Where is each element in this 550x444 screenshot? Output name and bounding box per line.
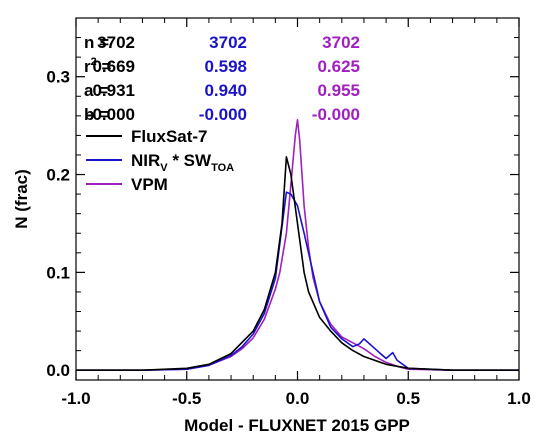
stat-value: 0.598 [204, 57, 247, 76]
stat-value: 0.669 [92, 57, 135, 76]
axis-ticks: -1.0 -0.5 0.0 0.5 1.0 0.0 0.1 0.2 0.3 [46, 18, 531, 408]
stat-value: -0.000 [312, 105, 360, 124]
series-line-3 [76, 156, 519, 372]
y-tick-label: 0.1 [46, 263, 70, 282]
stat-value: 0.940 [204, 81, 247, 100]
y-axis-title: N (frac) [12, 169, 31, 229]
y-tick-label: 0.0 [46, 361, 70, 380]
legend-label: NIRV * SWTOA [131, 151, 234, 174]
x-tick-label: 1.0 [507, 389, 531, 408]
legend-label: VPM [131, 175, 168, 194]
stat-value: 3702 [97, 33, 135, 52]
stat-value: 0.931 [92, 81, 135, 100]
y-tick-label: 0.3 [46, 68, 70, 87]
stat-value: 3702 [209, 33, 247, 52]
series-lines [76, 119, 519, 372]
x-axis-title: Model - FLUXNET 2015 GPP [184, 416, 410, 435]
y-tick-label: 0.2 [46, 166, 70, 185]
series-line-2 [76, 191, 519, 372]
legend-label: FluxSat-7 [131, 127, 208, 146]
stat-row-label: n = [84, 33, 109, 52]
stat-value: 0.955 [317, 81, 360, 100]
stat-value: -0.000 [199, 105, 247, 124]
plot-frame [75, 17, 520, 381]
stat-value: -0.000 [87, 105, 135, 124]
series-line-1 [76, 119, 519, 372]
x-tick-label: 0.5 [396, 389, 420, 408]
x-tick-label: -0.5 [172, 389, 201, 408]
stat-value: 3702 [322, 33, 360, 52]
x-tick-label: 0.0 [286, 389, 310, 408]
stat-row-label: a = [84, 81, 108, 100]
stat-row-label: b = [84, 105, 109, 124]
x-tick-label: -1.0 [61, 389, 90, 408]
stats-table: n =r2 =a =b =37020.6690.931-0.00037020.5… [84, 33, 360, 124]
stat-value: 0.625 [317, 57, 360, 76]
